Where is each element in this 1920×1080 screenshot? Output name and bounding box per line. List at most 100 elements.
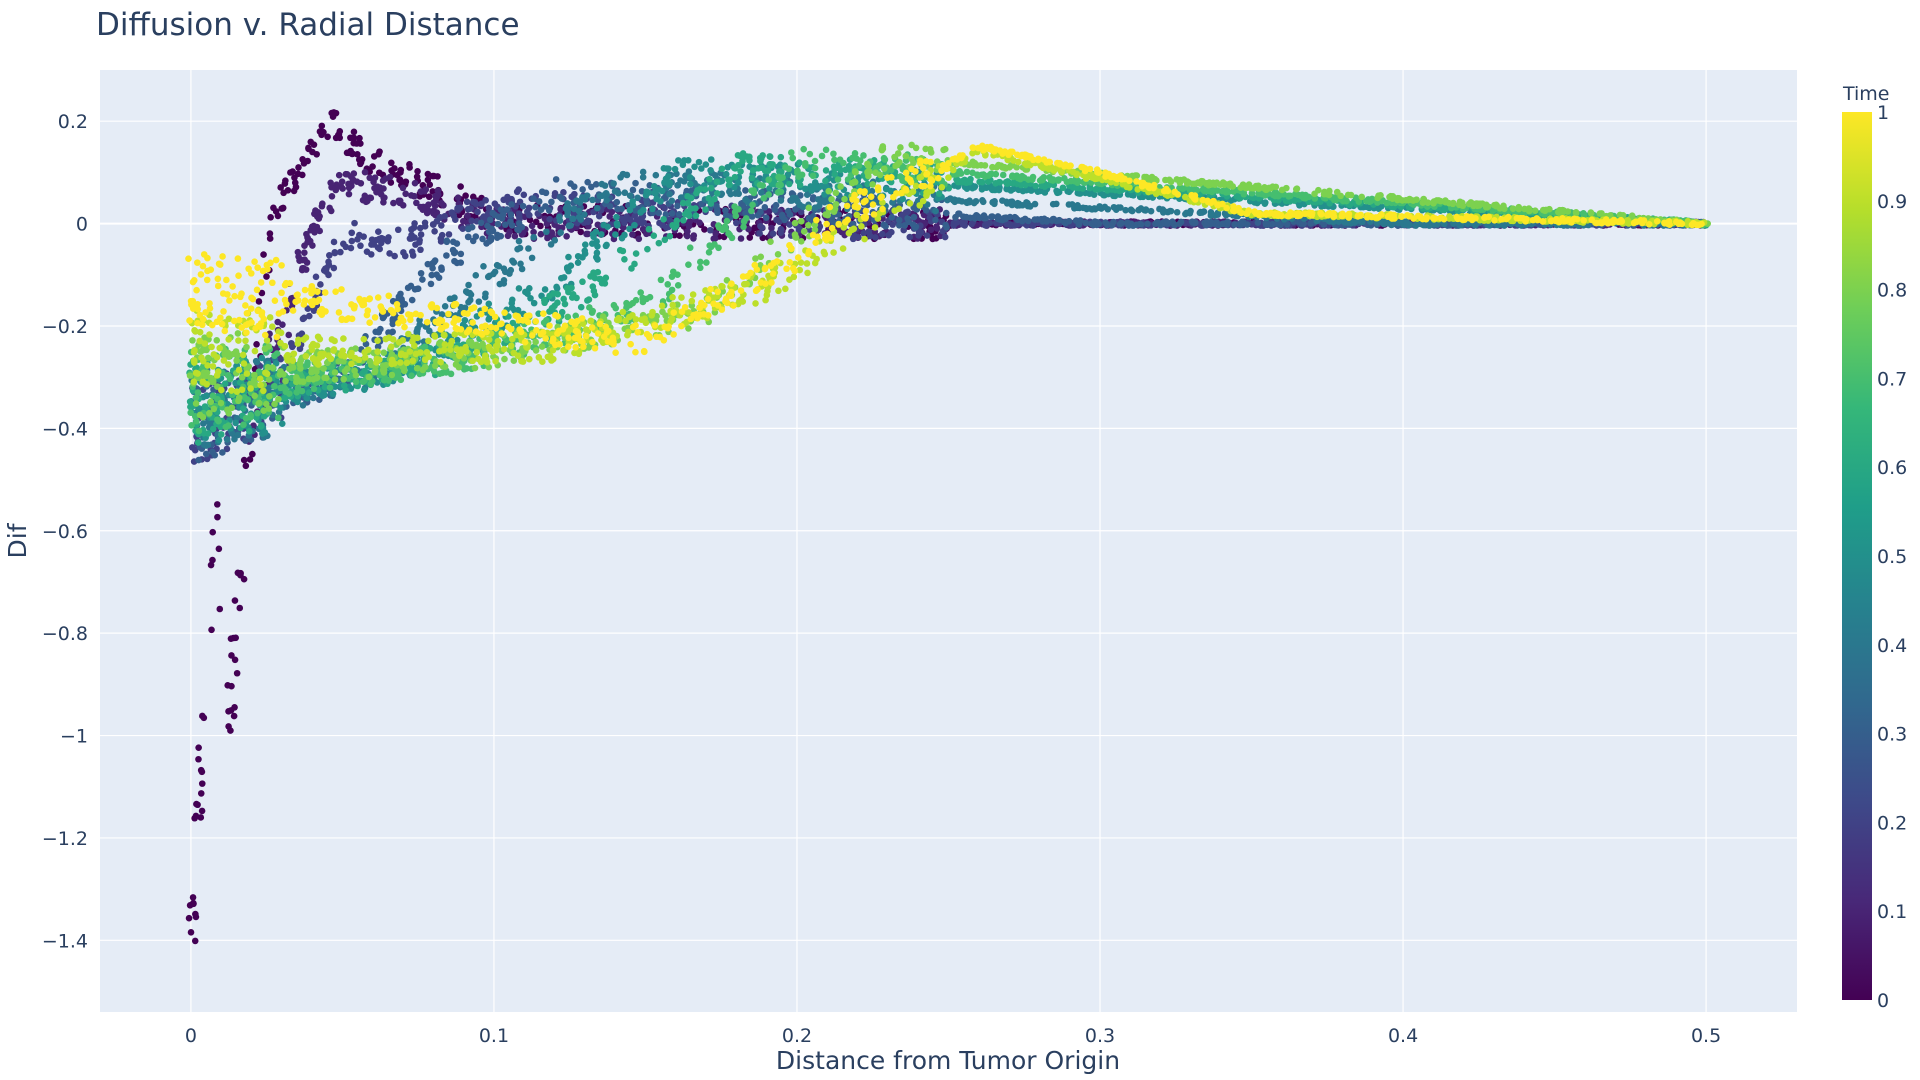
scatter-point — [577, 228, 585, 236]
scatter-point — [593, 249, 601, 257]
scatter-point — [290, 187, 298, 195]
scatter-point — [310, 307, 318, 314]
scatter-point — [1167, 207, 1175, 215]
scatter-point — [932, 207, 939, 215]
scatter-point — [730, 164, 738, 172]
scatter-point — [751, 224, 758, 232]
scatter-point — [565, 204, 572, 211]
scatter-point — [786, 221, 793, 228]
scatter-point — [486, 272, 493, 280]
scatter-point — [362, 196, 369, 204]
scatter-point — [464, 233, 472, 241]
scatter-point — [1254, 219, 1262, 227]
scatter-point — [295, 164, 302, 171]
scatter-point — [202, 450, 210, 458]
scatter-point — [1096, 203, 1103, 210]
scatter-point — [1231, 221, 1238, 228]
scatter-point — [574, 252, 582, 260]
scatter-point — [629, 186, 637, 194]
scatter-point — [213, 501, 221, 508]
scatter-point — [429, 264, 436, 272]
scatter-point — [551, 302, 558, 310]
scatter-point — [397, 166, 405, 174]
scatter-point — [477, 219, 485, 227]
scatter-point — [676, 232, 683, 239]
scatter-point — [194, 801, 201, 809]
scatter-point — [1074, 204, 1082, 211]
scatter-point — [652, 171, 660, 179]
scatter-point — [1227, 197, 1235, 204]
scatter-point — [203, 455, 211, 463]
scatter-point — [515, 210, 523, 217]
scatter-point — [208, 626, 215, 634]
scatter-point — [1124, 219, 1132, 227]
scatter-point — [803, 191, 811, 199]
scatter-point — [680, 178, 688, 185]
scatter-point — [1160, 207, 1168, 215]
scatter-point — [493, 234, 501, 242]
scatter-point — [955, 210, 962, 217]
scatter-point — [485, 204, 493, 212]
scatter-point — [1050, 215, 1058, 223]
scatter-point — [507, 211, 515, 219]
scatter-point — [742, 209, 749, 217]
scatter-point — [242, 437, 249, 444]
scatter-point — [831, 171, 839, 178]
scatter-point — [581, 247, 589, 255]
scatter-point — [784, 171, 792, 178]
scatter-point — [421, 223, 429, 230]
scatter-point — [713, 190, 721, 197]
scatter-point — [613, 213, 620, 221]
scatter-point — [191, 937, 199, 945]
scatter-point — [431, 228, 438, 235]
scatter-point — [674, 181, 682, 189]
scatter-point — [525, 245, 532, 252]
scatter-point — [537, 206, 545, 213]
scatter-point — [574, 259, 582, 266]
scatter-point — [639, 225, 647, 233]
scatter-point — [594, 221, 602, 229]
scatter-point — [485, 238, 493, 245]
scatter-point — [520, 191, 528, 199]
scatter-point — [511, 306, 518, 314]
scatter-point — [584, 178, 591, 186]
scatter-point — [1186, 210, 1194, 217]
scatter-point — [594, 256, 601, 263]
scatter-point — [702, 161, 710, 168]
scatter-point — [201, 441, 209, 448]
scatter-point — [329, 113, 337, 120]
scatter-point — [375, 150, 382, 158]
scatter-point — [272, 359, 280, 367]
scatter-point — [801, 185, 809, 193]
scatter-point — [971, 183, 979, 190]
scatter-point — [557, 205, 564, 213]
scatter-point — [516, 244, 524, 252]
scatter-point — [1116, 187, 1123, 195]
scatter-point — [563, 233, 570, 240]
scatter-point — [451, 257, 458, 265]
scatter-point — [465, 225, 472, 233]
scatter-point — [258, 354, 266, 362]
scatter-point — [595, 212, 603, 220]
scatter-point — [253, 340, 260, 348]
scatter-point — [357, 242, 364, 250]
scatter-point — [603, 196, 611, 204]
scatter-point — [844, 165, 852, 172]
scatter-point — [411, 179, 419, 187]
scatter-point — [560, 189, 567, 196]
scatter-point — [705, 195, 713, 202]
scatter-point — [363, 248, 371, 255]
scatter-point — [968, 220, 975, 228]
scatter-point — [882, 185, 890, 193]
scatter-point — [414, 167, 421, 175]
scatter-point — [240, 405, 247, 412]
scatter-point — [284, 186, 292, 194]
scatter-point — [1065, 217, 1073, 225]
scatter-point — [1108, 221, 1116, 229]
scatter-point — [1163, 218, 1170, 226]
scatter-point — [1083, 205, 1091, 213]
scatter-point — [1118, 219, 1125, 227]
scatter-point — [1006, 221, 1014, 229]
scatter-point — [1053, 200, 1060, 208]
scatter-point — [399, 184, 407, 192]
